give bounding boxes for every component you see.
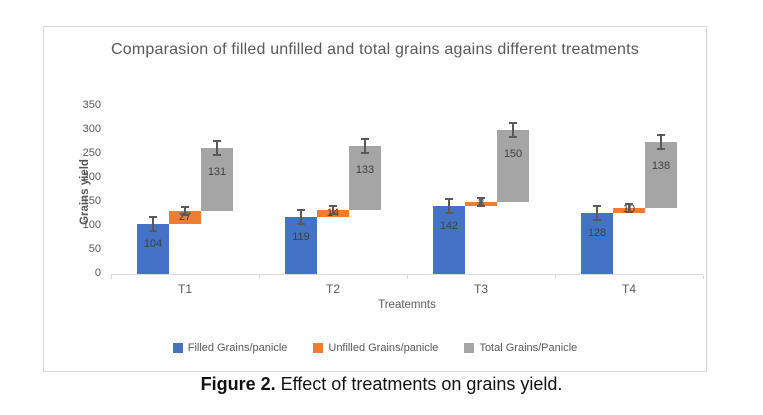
- error-bar-total-T3: [512, 123, 514, 137]
- error-bar-filled-T4: [596, 205, 598, 220]
- error-bar-cap-top: [329, 205, 337, 208]
- error-bar-unfilled-T2: [332, 206, 334, 215]
- y-tick-label: 100: [82, 219, 101, 231]
- y-tick-label: 350: [82, 99, 101, 111]
- legend: Filled Grains/panicle Unfilled Grains/pan…: [44, 342, 706, 354]
- error-bar-cap-bottom: [149, 230, 157, 233]
- bar-label-total-T4: 138: [651, 159, 671, 172]
- error-bar-cap-top: [625, 202, 633, 205]
- x-tick-mark: [703, 275, 704, 279]
- error-bar-cap-bottom: [181, 214, 189, 217]
- error-bar-cap-bottom: [445, 211, 453, 214]
- legend-label-total: Total Grains/Panicle: [479, 342, 578, 354]
- bar-label-filled-T4: 128: [587, 226, 607, 239]
- y-tick-label: 300: [82, 123, 101, 135]
- bar-filled-T2: 119: [285, 216, 317, 274]
- error-bar-cap-top: [149, 216, 157, 219]
- x-tick-mark: [407, 275, 408, 279]
- error-bar-cap-bottom: [329, 213, 337, 216]
- x-tick-mark: [555, 275, 556, 279]
- x-tick-label: T3: [473, 282, 488, 296]
- error-bar-filled-T3: [448, 198, 450, 213]
- x-tick-mark: [259, 275, 260, 279]
- bar-total-T3: 150: [497, 130, 529, 202]
- bar-unfilled-T1: 27: [169, 210, 201, 225]
- bar-filled-T1: 104: [137, 224, 169, 274]
- error-bar-cap-bottom: [361, 152, 369, 155]
- bar-label-total-T1: 131: [207, 166, 227, 179]
- plot-area: 0 50 100 150 200 250 300 350 T1 T2 T3 T4 104 27 131 119…: [44, 27, 706, 371]
- legend-marker-icon-unfilled: [313, 343, 324, 353]
- x-tick-mark: [111, 275, 112, 279]
- legend-label-unfilled: Unfilled Grains/panicle: [328, 342, 439, 354]
- error-bar-cap-top: [297, 208, 305, 211]
- bar-filled-T3: 142: [433, 205, 465, 274]
- error-bar-cap-top: [593, 204, 601, 207]
- error-bar-unfilled-T1: [184, 207, 186, 216]
- legend-marker-icon-total: [464, 343, 475, 353]
- legend-item-filled: Filled Grains/panicle: [172, 342, 288, 354]
- error-bar-unfilled-T4: [628, 203, 630, 212]
- error-bar-cap-bottom: [657, 147, 665, 150]
- chart-frame: Comparasion of filled unfilled and total…: [43, 26, 707, 372]
- legend-label-filled: Filled Grains/panicle: [187, 342, 288, 354]
- chart-title: Comparasion of filled unfilled and total…: [111, 41, 639, 58]
- error-bar-cap-top: [477, 197, 485, 199]
- x-tick-label: T4: [621, 282, 636, 296]
- bar-filled-T4: 128: [581, 212, 613, 274]
- bar-total-T4: 138: [645, 141, 677, 208]
- bar-label-unfilled-T1: 27: [178, 210, 192, 223]
- error-bar-cap-bottom: [593, 218, 601, 221]
- bar-total-T2: 133: [349, 146, 381, 211]
- error-bar-cap-bottom: [509, 136, 517, 138]
- error-bar-cap-top: [361, 138, 369, 141]
- error-bar-total-T1: [216, 141, 218, 156]
- bar-label-total-T3: 150: [503, 148, 523, 160]
- bar-label-filled-T1: 104: [143, 238, 163, 251]
- error-bar-filled-T1: [152, 217, 154, 232]
- error-bar-total-T2: [364, 139, 366, 154]
- figure-caption-label: Figure 2.: [200, 374, 276, 394]
- error-bar-cap-bottom: [477, 205, 485, 207]
- y-tick-label: 150: [82, 195, 101, 207]
- error-bar-cap-bottom: [625, 210, 633, 213]
- x-tick-label: T1: [177, 282, 192, 296]
- error-bar-cap-top: [181, 206, 189, 209]
- error-bar-cap-top: [509, 122, 517, 124]
- bar-total-T1: 131: [201, 148, 233, 212]
- bar-label-filled-T3: 142: [439, 219, 459, 232]
- error-bar-total-T4: [660, 134, 662, 149]
- y-tick-label: 50: [88, 243, 101, 255]
- error-bar-cap-bottom: [213, 154, 221, 157]
- error-bar-unfilled-T3: [480, 198, 482, 206]
- error-bar-cap-top: [445, 197, 453, 200]
- figure-caption-text: Effect of treatments on grains yield.: [280, 374, 563, 394]
- x-axis-line: [111, 274, 703, 275]
- y-tick-label: 200: [82, 171, 101, 183]
- error-bar-cap-bottom: [297, 222, 305, 225]
- error-bar-cap-top: [657, 133, 665, 136]
- y-tick-label: 250: [82, 147, 101, 159]
- y-tick-label: 0: [94, 267, 101, 279]
- bar-label-filled-T2: 119: [292, 230, 310, 243]
- figure-caption: Figure 2. Effect of treatments on grains…: [0, 374, 763, 395]
- x-tick-label: T2: [325, 282, 340, 296]
- error-bar-filled-T2: [300, 209, 302, 224]
- legend-item-total: Total Grains/Panicle: [464, 342, 577, 354]
- error-bar-cap-top: [213, 140, 221, 143]
- x-axis-title: Treatemnts: [378, 299, 436, 311]
- bar-label-total-T2: 133: [355, 164, 375, 177]
- legend-marker-icon-filled: [172, 343, 183, 353]
- legend-item-unfilled: Unfilled Grains/panicle: [313, 342, 438, 354]
